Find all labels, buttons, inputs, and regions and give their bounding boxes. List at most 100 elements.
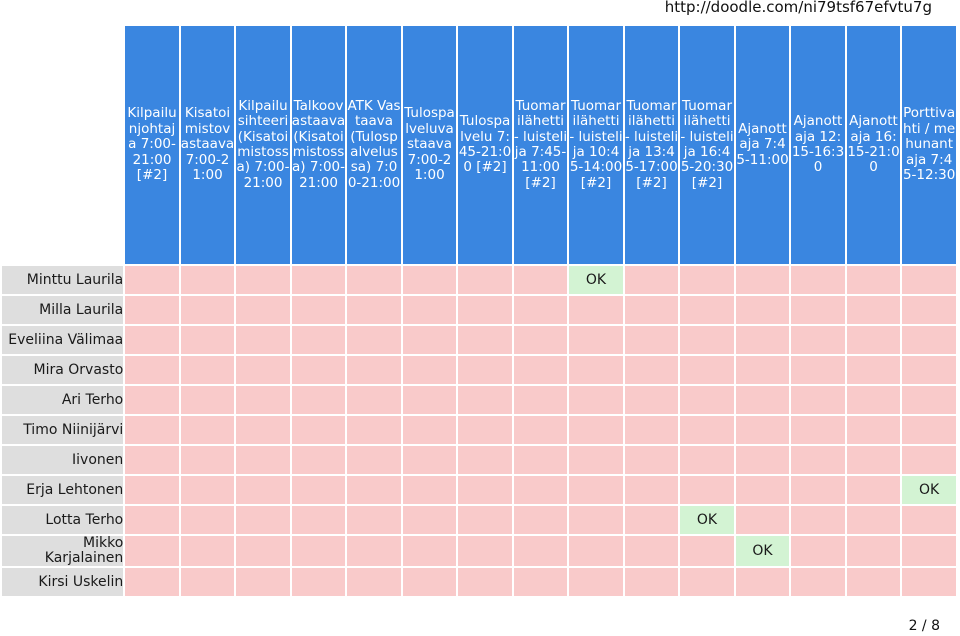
availability-no-cell: [236, 386, 290, 414]
availability-no-cell: [513, 568, 568, 596]
availability-no-cell: [791, 386, 845, 414]
availability-no-cell: [680, 446, 734, 474]
availability-no-cell: [402, 266, 457, 294]
availability-no-cell: [458, 386, 512, 414]
availability-no-cell: [125, 506, 179, 534]
availability-no-cell: [902, 536, 956, 566]
availability-no-cell: [846, 296, 901, 324]
availability-no-cell: [291, 386, 346, 414]
availability-no-cell: [735, 386, 790, 414]
availability-no-cell: [846, 356, 901, 384]
availability-no-cell: [902, 296, 956, 324]
availability-no-cell: [402, 476, 457, 504]
availability-no-cell: [347, 386, 401, 414]
availability-no-cell: [624, 356, 679, 384]
availability-no-cell: [513, 476, 568, 504]
availability-no-cell: [735, 446, 790, 474]
availability-no-cell: [846, 568, 901, 596]
column-header: Kilpailunjohtaja 7:00-21:00 [#2]: [125, 26, 179, 264]
availability-no-cell: [902, 386, 956, 414]
column-header: Tulospalveluvastaava 7:00-21:00: [402, 26, 457, 264]
participants-body: Minttu Laurila OK Milla Laurila Eveliina Vä…: [2, 266, 956, 596]
participant-name: Mira Orvasto: [2, 356, 124, 384]
availability-no-cell: [458, 568, 512, 596]
availability-no-cell: [125, 446, 179, 474]
availability-no-cell: [402, 506, 457, 534]
availability-no-cell: [347, 506, 401, 534]
availability-no-cell: [180, 356, 235, 384]
availability-no-cell: [347, 356, 401, 384]
availability-no-cell: [680, 568, 734, 596]
column-header: Tulospalvelu 7:45-21:00 [#2]: [458, 26, 512, 264]
availability-no-cell: [458, 536, 512, 566]
availability-no-cell: [236, 476, 290, 504]
availability-no-cell: [735, 296, 790, 324]
availability-no-cell: [902, 356, 956, 384]
availability-no-cell: [624, 326, 679, 354]
availability-no-cell: [735, 568, 790, 596]
availability-no-cell: [680, 266, 734, 294]
availability-no-cell: [902, 568, 956, 596]
availability-no-cell: [569, 536, 623, 566]
availability-no-cell: [569, 506, 623, 534]
availability-no-cell: [125, 476, 179, 504]
availability-yes-cell: OK: [735, 536, 790, 566]
availability-no-cell: [458, 356, 512, 384]
availability-no-cell: [569, 476, 623, 504]
availability-no-cell: [680, 416, 734, 444]
availability-no-cell: [846, 326, 901, 354]
availability-no-cell: [347, 416, 401, 444]
availability-no-cell: [791, 506, 845, 534]
participant-row: Minttu Laurila OK: [2, 266, 956, 294]
column-header: Tuomarilähetti - luistelija 10:45-14:00 …: [569, 26, 623, 264]
availability-no-cell: [347, 446, 401, 474]
availability-no-cell: [569, 446, 623, 474]
participant-row: Mira Orvasto: [2, 356, 956, 384]
availability-no-cell: [624, 568, 679, 596]
availability-no-cell: [402, 296, 457, 324]
column-header: Porttivahti / mehunantaja 7:45-12:30: [902, 26, 956, 264]
availability-no-cell: [458, 476, 512, 504]
availability-no-cell: [791, 536, 845, 566]
availability-yes-cell: OK: [569, 266, 623, 294]
participant-row: Erja Lehtonen OK: [2, 476, 956, 504]
participant-name: Mikko Karjalainen: [2, 536, 124, 566]
participant-row: Eveliina Välimaa: [2, 326, 956, 354]
availability-no-cell: [735, 476, 790, 504]
availability-no-cell: [513, 356, 568, 384]
availability-no-cell: [458, 296, 512, 324]
availability-no-cell: [791, 446, 845, 474]
availability-no-cell: [236, 506, 290, 534]
availability-no-cell: [347, 476, 401, 504]
poll-grid: Kilpailunjohtaja 7:00-21:00 [#2] Kisatoim…: [0, 24, 958, 598]
availability-no-cell: [347, 568, 401, 596]
availability-no-cell: [125, 356, 179, 384]
participant-name: Eveliina Välimaa: [2, 326, 124, 354]
availability-no-cell: [291, 356, 346, 384]
availability-no-cell: [513, 506, 568, 534]
availability-no-cell: [624, 536, 679, 566]
column-header: Ajanottaja 16:15-21:00: [846, 26, 901, 264]
availability-no-cell: [291, 296, 346, 324]
availability-no-cell: [180, 446, 235, 474]
availability-no-cell: [846, 446, 901, 474]
availability-no-cell: [236, 446, 290, 474]
availability-no-cell: [236, 416, 290, 444]
availability-no-cell: [902, 446, 956, 474]
availability-no-cell: [347, 536, 401, 566]
participant-row: Mikko Karjalainen OK: [2, 536, 956, 566]
availability-no-cell: [624, 266, 679, 294]
availability-no-cell: [180, 506, 235, 534]
availability-no-cell: [680, 356, 734, 384]
availability-no-cell: [291, 416, 346, 444]
availability-no-cell: [402, 386, 457, 414]
availability-no-cell: [735, 416, 790, 444]
participant-row: Timo Niinijärvi: [2, 416, 956, 444]
availability-no-cell: [347, 326, 401, 354]
availability-no-cell: [291, 446, 346, 474]
availability-no-cell: [347, 296, 401, 324]
availability-no-cell: [735, 266, 790, 294]
participant-name: Ari Terho: [2, 386, 124, 414]
availability-no-cell: [180, 568, 235, 596]
column-header: Tuomarilähetti - luistelija 13:45-17:00 …: [624, 26, 679, 264]
